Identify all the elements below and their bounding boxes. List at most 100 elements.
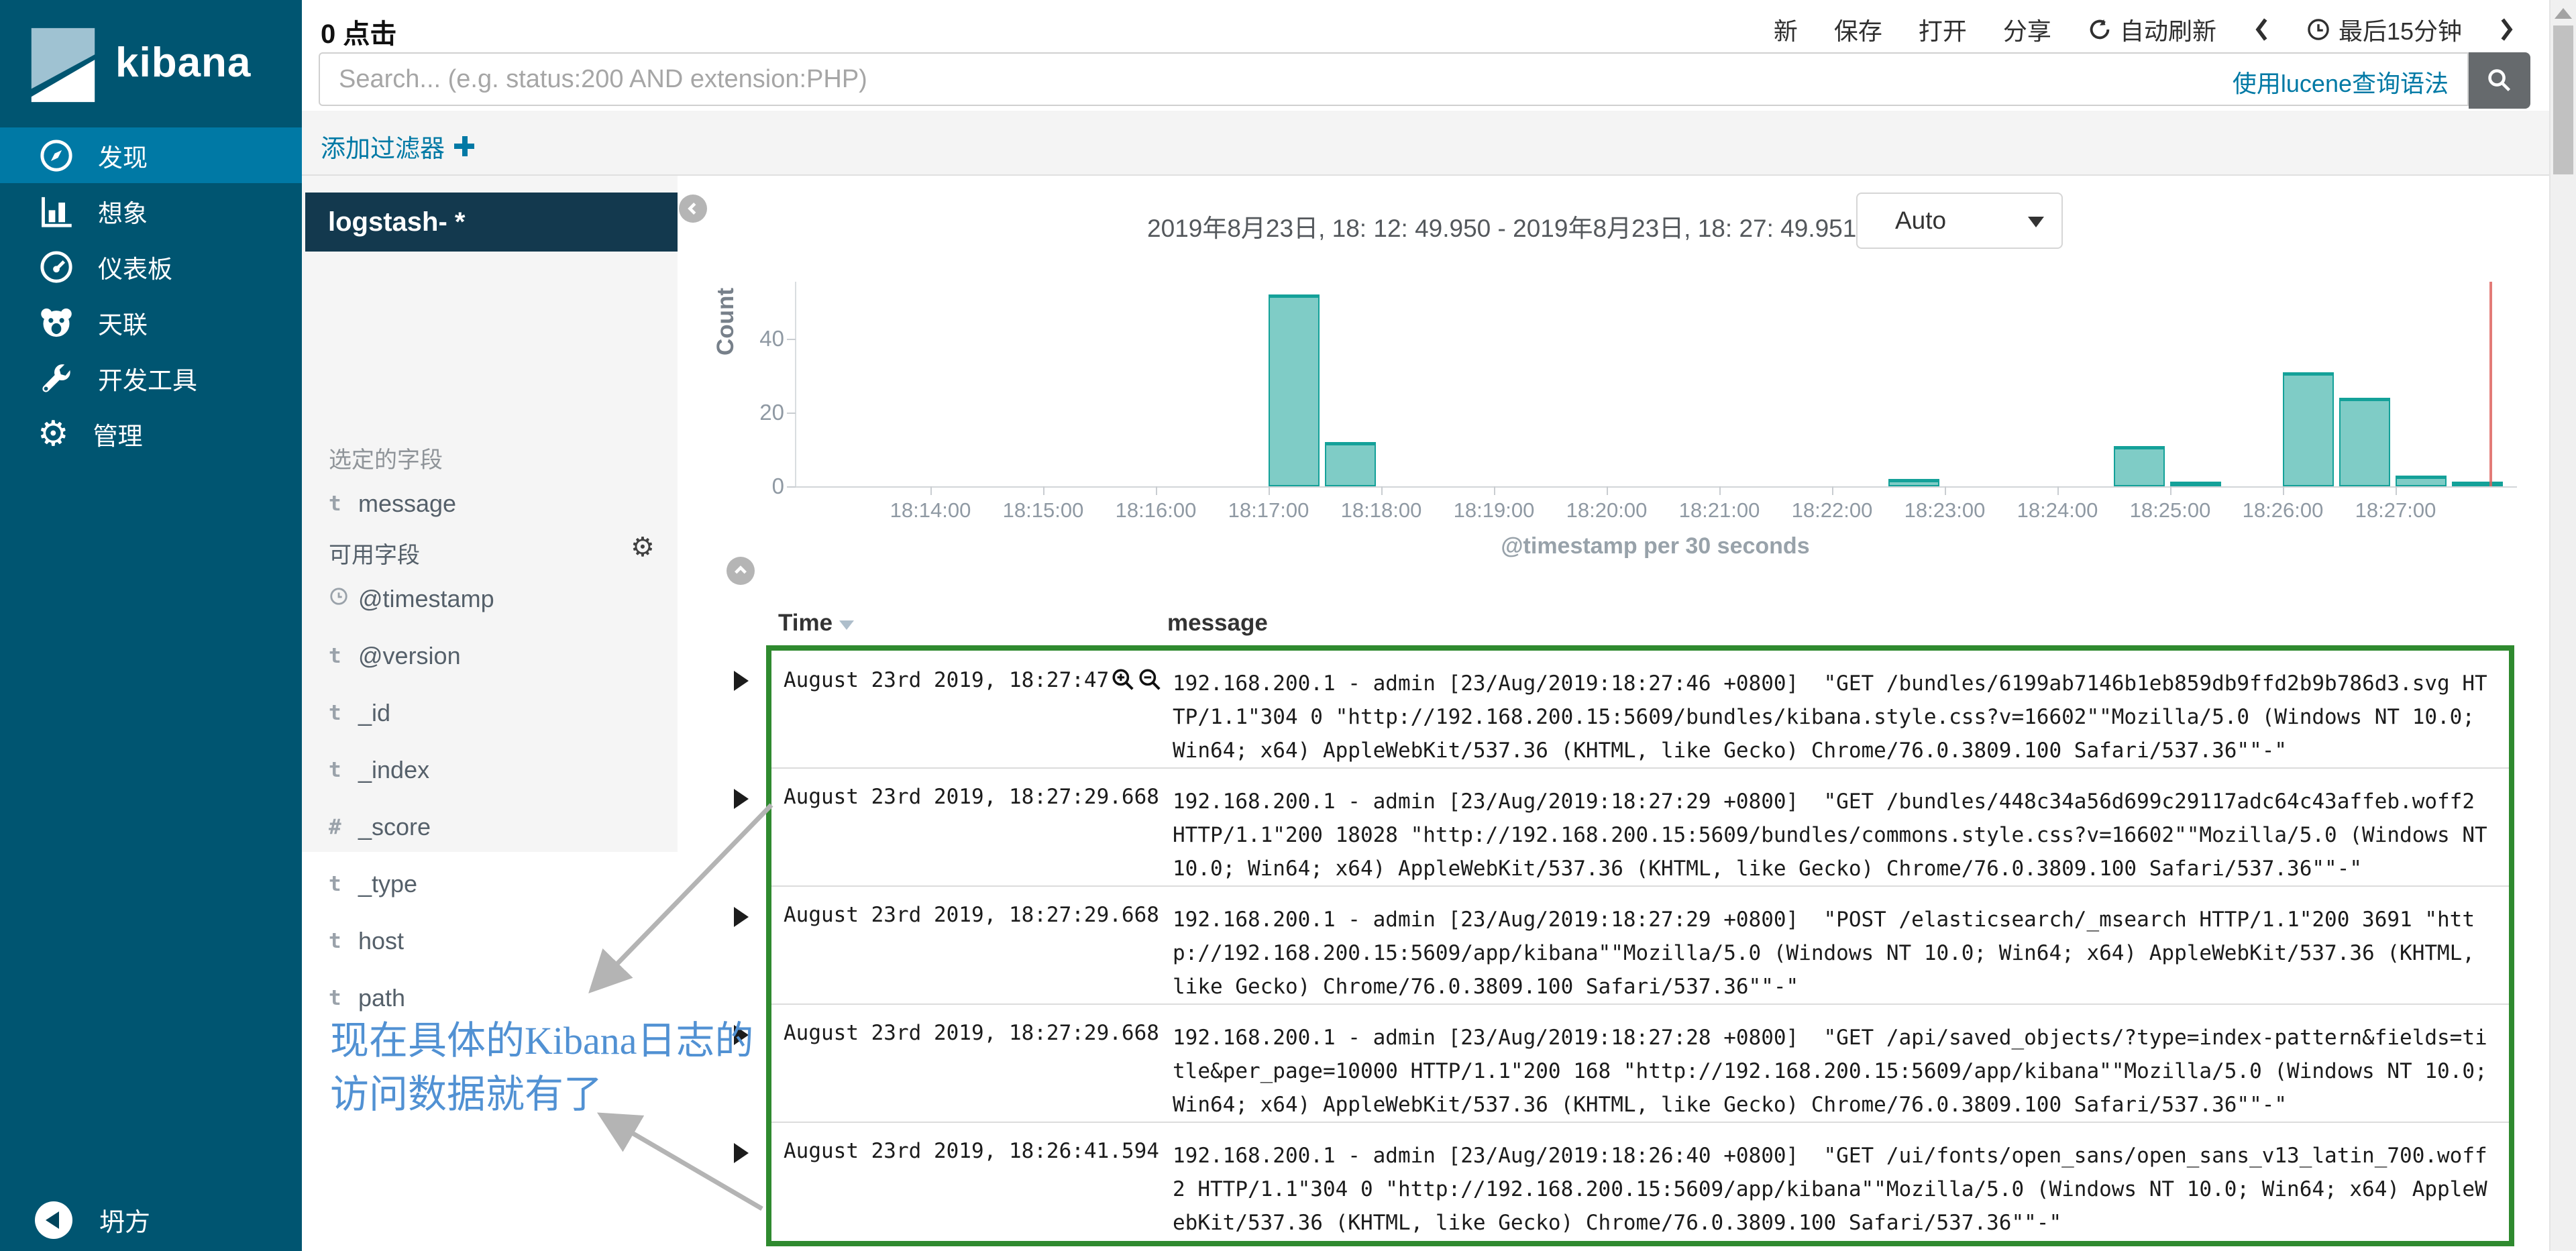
field-item-id[interactable]: t _id xyxy=(329,699,390,727)
field-name: _type xyxy=(358,870,418,898)
field-item-host[interactable]: t host xyxy=(329,927,404,955)
table-row[interactable]: August 23rd 2019, 18:26:41.594 192.168.2… xyxy=(771,1123,2509,1241)
compass-icon xyxy=(40,139,72,172)
collapse-field-sidebar-button[interactable] xyxy=(679,195,707,223)
histogram-bar[interactable] xyxy=(2452,482,2503,486)
interval-value: Auto xyxy=(1895,207,1947,234)
field-type-icon: # xyxy=(329,815,341,839)
sidebar-collapse-button[interactable]: 坍方 xyxy=(0,1189,302,1251)
share-button[interactable]: 分享 xyxy=(2002,17,2051,45)
zoom-out-icon[interactable] xyxy=(1137,667,1163,692)
gauge-icon xyxy=(40,250,72,283)
sidebar-item-visualize[interactable]: 想象 xyxy=(0,183,302,239)
top-menu: 新 保存 打开 分享 自动刷新 最后15分钟 xyxy=(1774,9,2516,50)
page-scrollbar[interactable] xyxy=(2549,0,2576,1251)
x-axis-tick xyxy=(1945,486,1946,495)
open-button[interactable]: 打开 xyxy=(1918,17,1967,45)
y-axis-tick xyxy=(787,486,796,488)
table-row[interactable]: August 23rd 2019, 18:27:29.668 192.168.2… xyxy=(771,887,2509,1005)
kibana-brand[interactable]: kibana xyxy=(0,0,302,127)
zoom-in-icon[interactable] xyxy=(1110,667,1136,692)
y-axis-tick-label: 0 xyxy=(771,474,784,498)
new-button[interactable]: 新 xyxy=(1773,17,1798,45)
search-bar: 使用lucene查询语法 xyxy=(319,52,2530,109)
save-button[interactable]: 保存 xyxy=(1833,17,1882,45)
auto-refresh-button[interactable]: 自动刷新 xyxy=(2088,12,2216,47)
x-axis-tick xyxy=(1607,486,1608,495)
timelion-face-icon xyxy=(41,308,72,337)
selected-fields-label: 选定的字段 xyxy=(329,447,443,473)
histogram-bar[interactable] xyxy=(1888,479,1939,486)
x-axis-tick-label: 18:19:00 xyxy=(1453,498,1535,522)
field-item-index[interactable]: t _index xyxy=(329,756,429,784)
table-row[interactable]: August 23rd 2019, 18:27:47 192.168.200.1… xyxy=(771,651,2509,769)
row-expand-caret[interactable] xyxy=(734,1025,749,1045)
field-type-icon: t xyxy=(329,644,341,668)
field-item-version[interactable]: t @version xyxy=(329,642,461,670)
column-header-time[interactable]: Time xyxy=(766,604,1167,643)
sidebar-item-dev-tools[interactable]: 开发工具 xyxy=(0,350,302,406)
histogram-bar[interactable] xyxy=(2339,398,2390,486)
annotation-line1: 现在具体的Kibana日志的 xyxy=(330,1019,754,1063)
field-item-timestamp[interactable]: @timestamp xyxy=(329,585,494,613)
annotation-line2: 访问数据就有了 xyxy=(330,1073,603,1116)
row-expand-caret[interactable] xyxy=(734,789,749,809)
y-axis-tick xyxy=(787,339,796,340)
field-item-type[interactable]: t _type xyxy=(329,870,417,898)
field-name: @version xyxy=(358,642,461,669)
row-time: August 23rd 2019, 18:27:29.668 xyxy=(784,785,1159,809)
histogram-bar[interactable] xyxy=(2396,475,2447,486)
field-type-icon: t xyxy=(329,872,341,896)
row-message: 192.168.200.1 - admin [23/Aug/2019:18:27… xyxy=(1173,908,2487,999)
x-axis-tick xyxy=(1381,486,1383,495)
row-expand-caret[interactable] xyxy=(734,1143,749,1163)
histogram-bar[interactable] xyxy=(2114,445,2165,486)
row-expand-caret[interactable] xyxy=(734,671,749,691)
field-item-message[interactable]: t message xyxy=(329,490,456,518)
histogram-bar[interactable] xyxy=(2283,372,2334,486)
field-settings-gear-icon[interactable]: ⚙ xyxy=(631,533,655,562)
message-column-label: message xyxy=(1167,610,1268,636)
row-message: 192.168.200.1 - admin [23/Aug/2019:18:27… xyxy=(1173,671,2487,763)
field-name: path xyxy=(358,984,406,1012)
sidebar-item-timelion[interactable]: 天联 xyxy=(0,294,302,350)
filter-bar: 添加过滤器 xyxy=(302,111,2549,176)
collapse-histogram-button[interactable] xyxy=(727,557,755,585)
table-row[interactable]: August 23rd 2019, 18:27:29.668 192.168.2… xyxy=(771,1005,2509,1123)
histogram-plot[interactable]: 18:14:00 18:15:00 18:16:00 18:17:00 18:18:00… xyxy=(759,282,2517,522)
interval-select[interactable]: Auto xyxy=(1856,193,2063,249)
sidebar-item-dashboard[interactable]: 仪表板 xyxy=(0,239,302,294)
time-range-picker[interactable]: 最后15分钟 xyxy=(2306,12,2462,47)
field-item-score[interactable]: # _score xyxy=(329,813,431,841)
search-button[interactable] xyxy=(2469,52,2530,109)
x-axis-tick xyxy=(1494,486,1495,495)
sidebar-item-management[interactable]: ⚙ 管理 xyxy=(0,406,302,461)
add-filter-button[interactable]: 添加过滤器 xyxy=(321,128,474,164)
annotation-green-box: August 23rd 2019, 18:27:47 192.168.200.1… xyxy=(766,645,2514,1246)
search-input[interactable] xyxy=(337,58,2192,101)
row-message: 192.168.200.1 - admin [23/Aug/2019:18:27… xyxy=(1173,1026,2500,1117)
row-expand-caret[interactable] xyxy=(734,907,749,927)
bar-chart-icon xyxy=(42,197,72,227)
collapse-arrow-icon xyxy=(35,1201,72,1239)
field-item-path[interactable]: t path xyxy=(329,984,405,1012)
histogram-bar[interactable] xyxy=(2170,482,2221,486)
time-forward-icon[interactable] xyxy=(2498,16,2516,43)
table-row[interactable]: August 23rd 2019, 18:27:29.668 192.168.2… xyxy=(771,769,2509,887)
top-bar: 0 点击 新 保存 打开 分享 自动刷新 最后15分钟 使用lucene查询语法 xyxy=(302,0,2549,111)
x-axis-caption: @timestamp per 30 seconds xyxy=(1501,533,1810,559)
lucene-syntax-link[interactable]: 使用lucene查询语法 xyxy=(2232,70,2449,97)
sidebar-item-discover[interactable]: 发现 xyxy=(0,127,302,183)
row-message: 192.168.200.1 - admin [23/Aug/2019:18:26… xyxy=(1173,1144,2487,1235)
field-name: _id xyxy=(358,699,391,726)
histogram-bar[interactable] xyxy=(1269,294,1320,486)
scroll-up-icon[interactable] xyxy=(2555,8,2572,19)
index-pattern-selector[interactable]: logstash- * xyxy=(305,193,678,252)
scrollbar-thumb[interactable] xyxy=(2553,25,2573,174)
field-type-icon: t xyxy=(329,492,341,516)
time-back-icon[interactable] xyxy=(2253,16,2270,43)
field-name: host xyxy=(358,927,405,955)
histogram-bar[interactable] xyxy=(1325,442,1376,486)
row-time: August 23rd 2019, 18:27:47 xyxy=(771,651,1173,767)
log-rows: August 23rd 2019, 18:27:47 192.168.200.1… xyxy=(771,651,2509,1241)
